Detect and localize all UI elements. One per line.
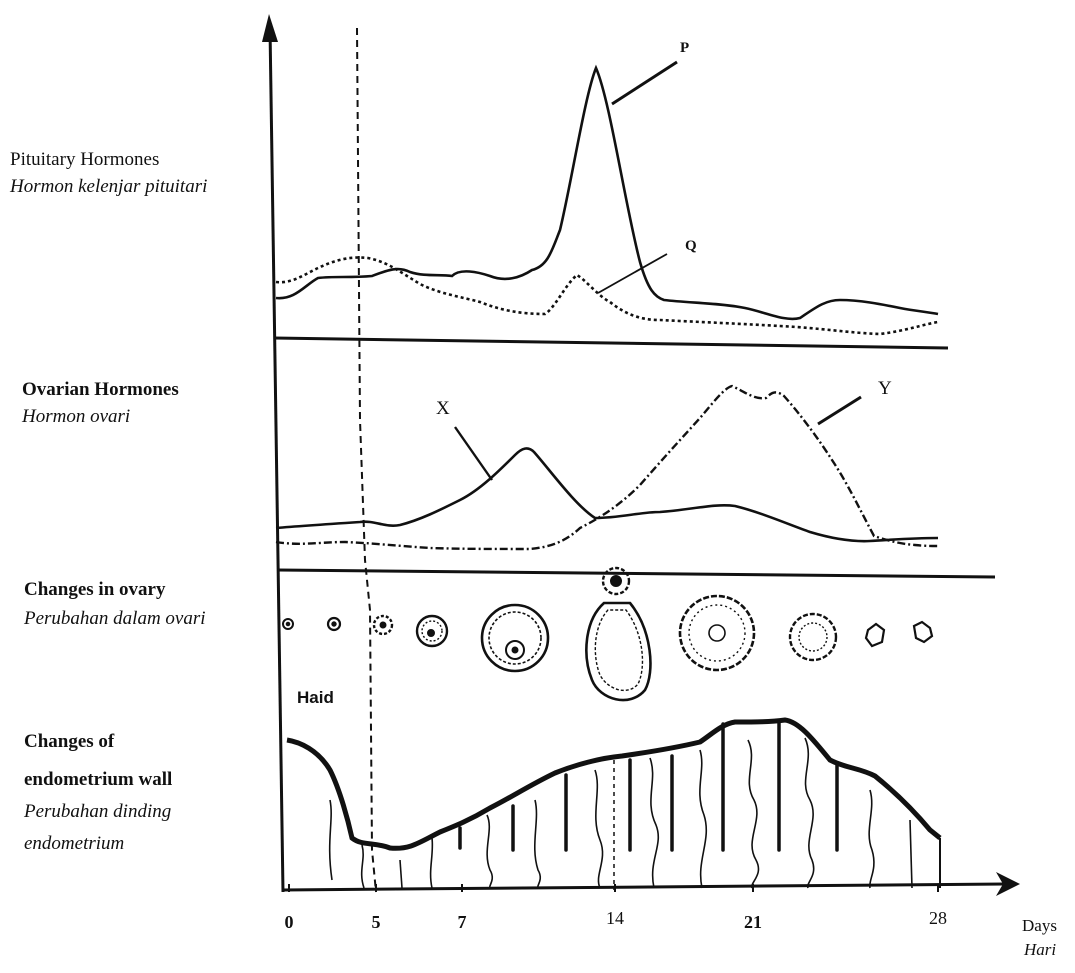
tick-label-28: 28 xyxy=(929,908,947,928)
follicle-primordial-2 xyxy=(326,616,342,632)
ovary-changes-title: Changes in ovary xyxy=(24,579,166,600)
x-axis-ticks xyxy=(288,884,939,892)
corpus-albicans-2 xyxy=(912,620,934,644)
follicle-graafian xyxy=(480,603,550,673)
follicle-primary xyxy=(372,614,394,636)
menstruation-label: Haid xyxy=(297,688,334,707)
x-axis-arrowhead xyxy=(996,872,1020,896)
ovarian-title-ms: Hormon ovari xyxy=(22,406,131,427)
tick-label-0: 0 xyxy=(284,912,294,932)
section-dividers xyxy=(273,336,996,579)
y-axis xyxy=(268,27,285,893)
tick-label-14: 14 xyxy=(606,908,624,928)
follicle-primordial-1 xyxy=(282,618,294,630)
ovarian-title: Ovarian Hormones xyxy=(22,379,179,400)
tick-label-21: 21 xyxy=(744,912,762,932)
pituitary-title: Pituitary Hormones xyxy=(10,149,160,170)
curve-p-lh xyxy=(275,64,939,321)
y-axis-arrowhead xyxy=(262,14,278,42)
x-axis-label: Days xyxy=(1022,916,1057,935)
x-axis xyxy=(282,882,1006,892)
ovary-follicles xyxy=(282,566,934,702)
endometrium-title-ms-line1: Perubahan dinding xyxy=(24,801,172,822)
pointer-p xyxy=(611,60,678,106)
corpus-albicans-1 xyxy=(864,622,886,648)
curve-q-fsh xyxy=(275,256,939,336)
follicle-secondary xyxy=(415,614,449,648)
endometrium-glands xyxy=(458,720,839,852)
endometrium-wall xyxy=(286,717,942,889)
endometrium-surface xyxy=(286,717,942,851)
endometrium-title-line2: endometrium wall xyxy=(24,769,173,790)
endometrium-title-ms-line2: endometrium xyxy=(24,833,125,854)
pituitary-baseline xyxy=(273,336,949,350)
pituitary-title-ms: Hormon kelenjar pituitari xyxy=(10,176,208,197)
x-axis-label-ms: Hari xyxy=(1024,940,1057,959)
day5-dashed-line xyxy=(356,27,377,893)
curve-label-y: Y xyxy=(878,378,892,399)
tick-label-7: 7 xyxy=(457,912,467,932)
curve-label-x: X xyxy=(436,398,450,419)
endometrium-title-line1: Changes of xyxy=(24,731,115,752)
tick-label-5: 5 xyxy=(371,912,381,932)
curve-x-estrogen xyxy=(275,447,939,543)
corpus-luteum-regressing xyxy=(788,612,838,662)
pointer-y xyxy=(817,395,862,426)
curve-label-q: Q xyxy=(685,238,697,254)
ovary-changes-title-ms: Perubahan dalam ovari xyxy=(24,608,206,629)
curve-label-p: P xyxy=(680,40,690,56)
endometrium-vessels xyxy=(328,737,913,889)
pointer-q xyxy=(597,253,668,294)
curve-y-progesterone xyxy=(275,384,939,551)
ovulation-rupture xyxy=(585,566,652,702)
pituitary-curves xyxy=(275,60,939,336)
ovarian-curves xyxy=(275,384,939,551)
corpus-luteum xyxy=(678,594,756,672)
ovarian-baseline xyxy=(277,568,996,579)
axes xyxy=(262,14,1020,896)
pointer-x xyxy=(454,426,493,481)
